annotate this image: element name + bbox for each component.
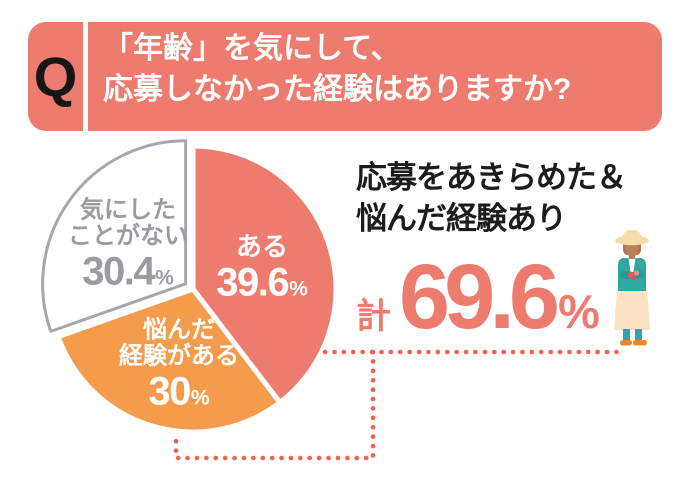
slice-value-aru-number: 39.6	[216, 260, 289, 305]
slice-value-nayanda-unit: %	[190, 386, 210, 410]
flower-icon	[631, 275, 637, 281]
total-figure: 計 69.6 %	[356, 246, 600, 348]
slice-value-nayanda-number: 30	[148, 369, 191, 414]
slice-label-nayanda: 悩んだ 経験がある 30%	[119, 316, 239, 413]
slice-label-nayanda-line2: 経験がある	[119, 343, 239, 370]
total-prefix: 計	[356, 297, 391, 336]
pie-chart: ある 39.6% 悩んだ 経験がある 30% 気にした ことがない 30.4%	[41, 139, 343, 439]
slice-label-nayanda-line1: 悩んだ	[143, 316, 215, 344]
face	[626, 242, 638, 256]
flower-icon	[633, 270, 640, 276]
q-badge: Q	[28, 22, 83, 131]
slice-label-kinishita-line1: 気にした	[80, 196, 176, 224]
left-leg	[623, 329, 630, 341]
question-title-line2: 応募しなかった経験はありますか?	[103, 72, 572, 106]
slice-value-aru: 39.6%	[216, 261, 308, 303]
callout-heading-line1: 応募をあきらめた＆	[356, 160, 627, 195]
slice-value-aru-unit: %	[289, 277, 308, 301]
slice-label-kinishita: 気にした ことがない 30.4%	[68, 196, 188, 293]
scarf	[628, 258, 636, 272]
callout-heading-line2: 悩んだ経験あり	[356, 201, 567, 237]
pie-slice-2	[41, 139, 188, 333]
question-title: 「年齢」を気にして、 応募しなかった経験はありますか?	[88, 22, 662, 131]
callout-heading: 応募をあきらめた＆ 悩んだ経験あり	[356, 157, 627, 239]
skirt	[614, 289, 650, 330]
right-leg	[635, 329, 642, 341]
slice-label-aru-text: ある	[235, 231, 289, 262]
slice-value-kinishita-unit: %	[155, 266, 174, 290]
right-shoe	[633, 340, 647, 346]
woman-illustration	[614, 230, 650, 346]
slice-value-kinishita: 30.4%	[68, 250, 188, 292]
total-value: 69.6	[399, 246, 560, 348]
left-shoe	[620, 340, 632, 346]
q-letter: Q	[33, 44, 78, 108]
question-title-line1: 「年齢」を気にして、	[103, 31, 401, 65]
pie-chart-svg	[41, 139, 339, 435]
slice-value-nayanda: 30%	[119, 370, 239, 412]
slice-label-kinishita-line2: ことがない	[68, 223, 188, 250]
hat-crown	[622, 230, 642, 241]
slice-value-kinishita-number: 30.4	[82, 249, 155, 294]
slice-label-aru: ある 39.6%	[216, 233, 308, 304]
total-unit: %	[558, 285, 600, 338]
question-header: Q 「年齢」を気にして、 応募しなかった経験はありますか?	[28, 22, 662, 131]
